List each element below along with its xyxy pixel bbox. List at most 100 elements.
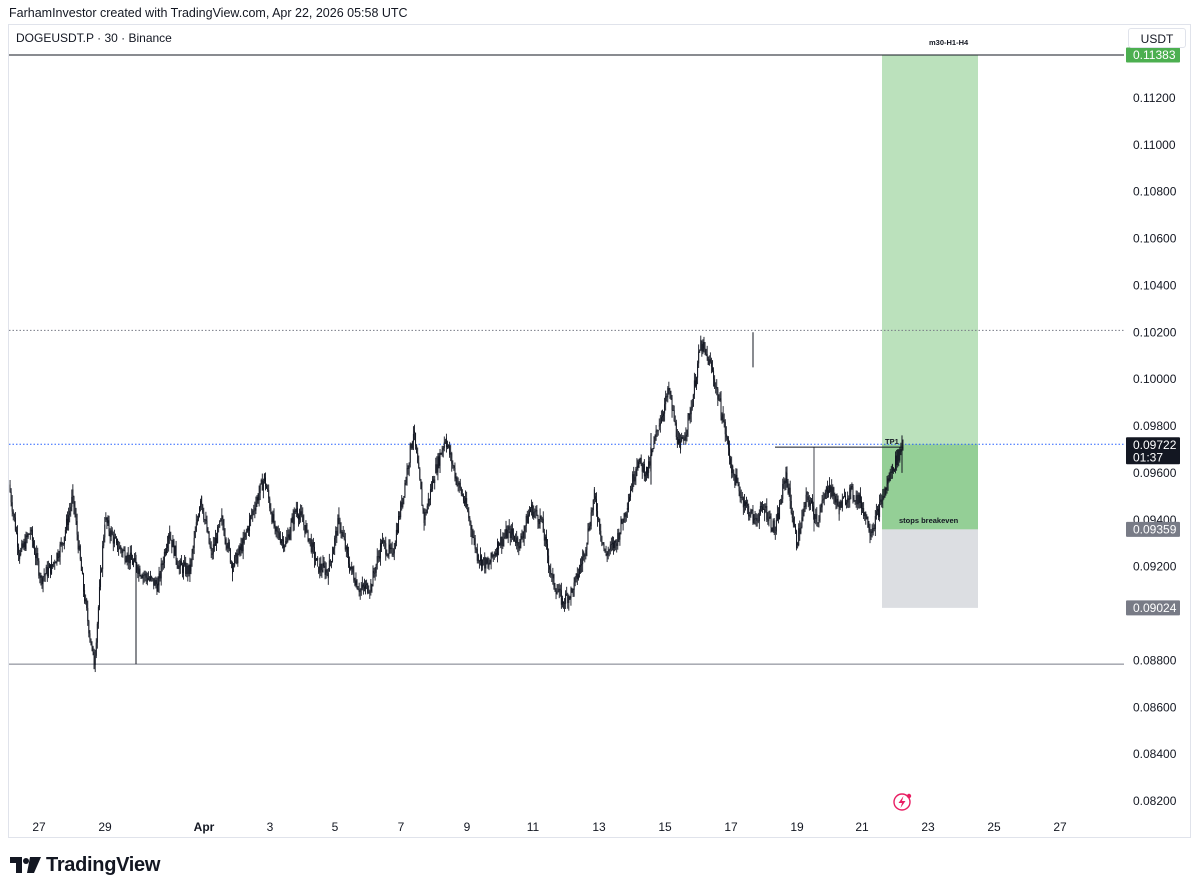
candle-body (711, 367, 713, 371)
candle-body (436, 464, 438, 473)
candle-body (626, 508, 628, 510)
tradingview-logo[interactable]: TradingView (10, 852, 160, 878)
candle-body (188, 564, 190, 574)
candle-body (684, 436, 686, 441)
candle-body (163, 551, 165, 564)
candle-body (829, 484, 831, 492)
candle-body (413, 430, 415, 433)
candle-body (416, 445, 418, 453)
candle-body (852, 486, 854, 499)
candle-body (809, 503, 811, 506)
candle-body (26, 535, 28, 538)
symbol-title[interactable]: DOGEUSDT.P · 30 · Binance (16, 31, 172, 45)
candle-body (588, 528, 590, 530)
candle-body (98, 586, 100, 608)
candle-body (531, 504, 533, 509)
candle-body (618, 532, 620, 540)
time-axis[interactable]: 27 29 Apr 3 5 7 9 11 13 15 17 19 21 23 25 27 (32, 820, 1067, 834)
candle-body (143, 574, 145, 576)
candle-body (421, 489, 423, 506)
candle-body (771, 527, 773, 532)
candle-body (300, 511, 302, 516)
candle-body (760, 506, 762, 507)
candle-body (245, 531, 247, 533)
candle-body (849, 487, 851, 500)
candle-body (83, 574, 84, 592)
candle-body (552, 574, 554, 579)
candle-body (580, 565, 582, 567)
candle-body (723, 420, 725, 422)
position-tool[interactable] (882, 55, 978, 608)
candle-body (871, 531, 873, 533)
replay-lightning-icon[interactable] (893, 793, 912, 811)
candle-body (573, 582, 575, 591)
candle-body (411, 442, 413, 449)
candle-body (501, 536, 503, 547)
candle-body (489, 562, 491, 565)
candle-body (168, 535, 170, 544)
candle-body (372, 570, 374, 587)
candle-body (490, 552, 492, 563)
candle-body (339, 519, 341, 530)
candle-body (762, 506, 764, 510)
candle-body (20, 550, 22, 555)
candle-body (889, 471, 891, 481)
candle-body (643, 464, 645, 477)
candle-body (576, 573, 578, 580)
candle-body (268, 489, 270, 499)
candle-body (242, 537, 244, 552)
candle-body (240, 544, 242, 551)
horizontal-levels[interactable] (9, 54, 1124, 665)
candle-body (525, 515, 527, 526)
price-axis[interactable]: 0.11200 0.11000 0.10800 0.10600 0.10400 0.102… (1133, 91, 1177, 808)
candle-body (793, 524, 795, 527)
candle-body (659, 423, 661, 426)
candle-body (697, 363, 699, 378)
candle-body (735, 474, 737, 486)
candle-body (207, 531, 209, 533)
candle-body (611, 542, 613, 545)
candle-body (234, 556, 236, 567)
candle-body (601, 535, 603, 543)
candle-body (487, 563, 489, 565)
candle-body (769, 516, 771, 518)
candle-body (315, 559, 317, 561)
candle-body (379, 543, 381, 559)
candle-body (139, 568, 141, 576)
candle-body (133, 561, 135, 565)
candle-body (519, 539, 521, 549)
candle-body (113, 537, 115, 544)
candle-body (842, 496, 844, 499)
candle-body (355, 580, 357, 586)
candle-body (860, 501, 862, 509)
candle-body (823, 498, 825, 500)
candle-body (512, 534, 514, 536)
candle-body (789, 487, 791, 501)
candle-body (570, 588, 572, 599)
candle-body (749, 515, 751, 517)
candle-body (538, 521, 540, 525)
candle-body (299, 515, 301, 520)
candle-body (873, 527, 875, 529)
chart-frame[interactable] (8, 24, 1191, 838)
price-tick-10: 0.09200 (1133, 560, 1177, 574)
candle-body (32, 540, 34, 547)
candle-body (864, 512, 866, 517)
candle-body (527, 514, 529, 524)
candle-body (97, 607, 99, 624)
candle-body (102, 545, 104, 570)
candle-body (796, 531, 798, 549)
candle-body (285, 540, 287, 546)
candle-body (328, 560, 330, 572)
currency-selector[interactable]: USDT (1128, 28, 1186, 48)
candle-body (196, 519, 198, 523)
candle-body (47, 567, 49, 577)
candle-body (136, 562, 138, 571)
candle-body (148, 579, 150, 581)
candle-body (71, 496, 73, 507)
candle-body (800, 527, 802, 534)
candle-body (520, 536, 522, 544)
candle-body (507, 529, 509, 539)
candle-body (415, 432, 417, 446)
